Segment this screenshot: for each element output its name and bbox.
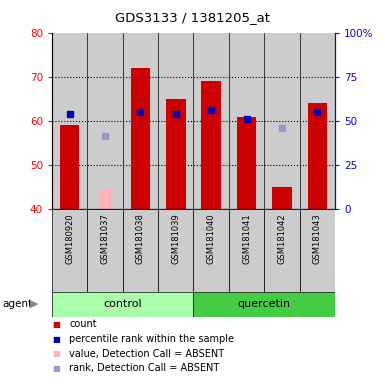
Text: agent: agent: [2, 299, 32, 309]
Text: ■: ■: [52, 320, 60, 329]
Bar: [237, 117, 256, 209]
Text: percentile rank within the sample: percentile rank within the sample: [69, 334, 234, 344]
Text: ▶: ▶: [30, 299, 39, 309]
Text: GSM181038: GSM181038: [136, 214, 145, 264]
FancyBboxPatch shape: [193, 209, 229, 292]
Text: GSM181039: GSM181039: [171, 214, 180, 264]
Bar: [52, 33, 87, 209]
Text: quercetin: quercetin: [238, 299, 291, 310]
Bar: [272, 187, 291, 209]
FancyBboxPatch shape: [229, 209, 264, 292]
Text: rank, Detection Call = ABSENT: rank, Detection Call = ABSENT: [69, 363, 219, 373]
Text: GSM181037: GSM181037: [100, 214, 110, 264]
Bar: [264, 33, 300, 209]
Bar: [193, 33, 229, 209]
Text: ■: ■: [52, 334, 60, 344]
Text: GSM181040: GSM181040: [207, 214, 216, 264]
Text: value, Detection Call = ABSENT: value, Detection Call = ABSENT: [69, 349, 224, 359]
FancyBboxPatch shape: [300, 209, 335, 292]
Bar: [123, 33, 158, 209]
Text: ■: ■: [52, 364, 60, 373]
Bar: [131, 68, 150, 209]
Bar: [308, 103, 327, 209]
Bar: [193, 292, 335, 317]
Text: control: control: [104, 299, 142, 310]
Bar: [99, 189, 111, 209]
FancyBboxPatch shape: [52, 209, 87, 292]
Text: GSM181043: GSM181043: [313, 214, 322, 264]
Bar: [166, 99, 186, 209]
Bar: [300, 33, 335, 209]
FancyBboxPatch shape: [158, 209, 193, 292]
Bar: [52, 292, 193, 317]
Bar: [87, 33, 123, 209]
Text: GSM181041: GSM181041: [242, 214, 251, 264]
Bar: [158, 33, 193, 209]
Bar: [229, 33, 264, 209]
Text: count: count: [69, 319, 97, 329]
Text: GSM180920: GSM180920: [65, 214, 74, 264]
FancyBboxPatch shape: [264, 209, 300, 292]
Text: GSM181042: GSM181042: [277, 214, 286, 264]
Bar: [201, 81, 221, 209]
FancyBboxPatch shape: [87, 209, 123, 292]
Bar: [60, 125, 79, 209]
Text: GDS3133 / 1381205_at: GDS3133 / 1381205_at: [115, 11, 270, 24]
FancyBboxPatch shape: [123, 209, 158, 292]
Text: ■: ■: [52, 349, 60, 358]
